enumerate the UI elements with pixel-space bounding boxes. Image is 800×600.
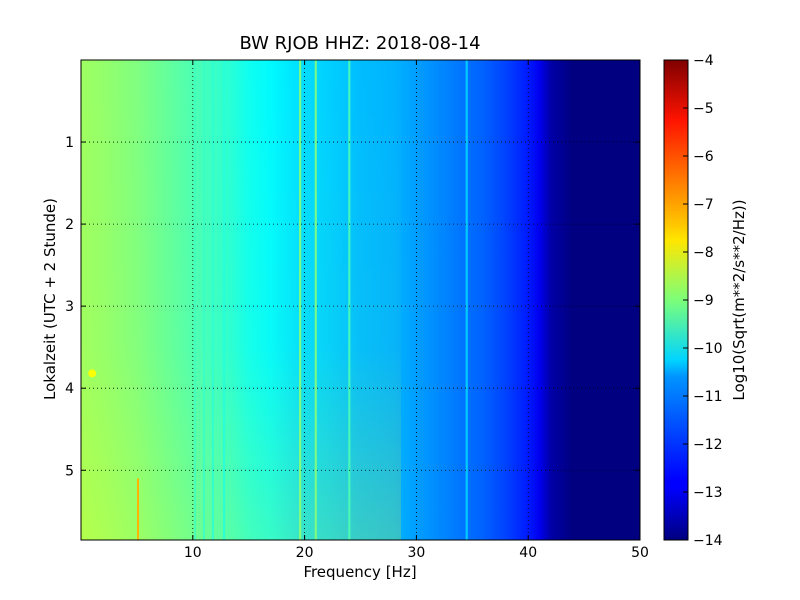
y-tick-label: 1 (65, 135, 74, 151)
plot-area (81, 60, 640, 540)
colorbar-tick-label: −14 (693, 533, 723, 549)
y-tick-label: 3 (65, 299, 74, 315)
colorbar-tick-label: −9 (693, 293, 714, 309)
colorbar-tick-label: −8 (693, 245, 714, 261)
colorbar-tick-label: −5 (693, 101, 714, 117)
colorbar-tick-label: −4 (693, 53, 714, 69)
y-tick-label: 2 (65, 217, 74, 233)
y-tick-label: 5 (65, 463, 74, 479)
colorbar-tick-label: −10 (693, 341, 723, 357)
x-tick-label: 30 (407, 545, 425, 561)
colorbar-tick-label: −6 (693, 149, 714, 165)
x-tick-label: 40 (519, 545, 537, 561)
colorbar-tick-label: −13 (693, 485, 723, 501)
colorbar-tick-label: −11 (693, 389, 723, 405)
colorbar-tick-label: −12 (693, 437, 723, 453)
x-axis-label: Frequency [Hz] (303, 563, 416, 581)
colorbar-label: Log10(Sqrt(m**2/s**2/Hz)) (730, 199, 748, 400)
annotations (88, 369, 140, 540)
spot-mark (88, 369, 97, 378)
x-tick-label: 10 (184, 545, 202, 561)
y-axis: 1 2 3 4 5 (65, 135, 640, 479)
grid (81, 60, 640, 540)
y-axis-label: Lokalzeit (UTC + 2 Stunde) (41, 198, 59, 400)
chart-title: BW RJOB HHZ: 2018-08-14 (239, 33, 480, 54)
x-tick-label: 50 (631, 545, 649, 561)
x-axis: 10 20 30 40 50 (184, 60, 649, 561)
spectral-lines (193, 60, 468, 540)
colorbar-axis: −14 −13 −12 −11 −10 −9 −8 −7 −6 −5 −4 (683, 53, 723, 549)
x-tick-label: 20 (296, 545, 314, 561)
y-tick-label: 4 (65, 381, 74, 397)
colorbar-tick-label: −7 (693, 197, 714, 213)
time-trend-shade (81, 60, 401, 540)
plot-frame (80, 59, 641, 541)
